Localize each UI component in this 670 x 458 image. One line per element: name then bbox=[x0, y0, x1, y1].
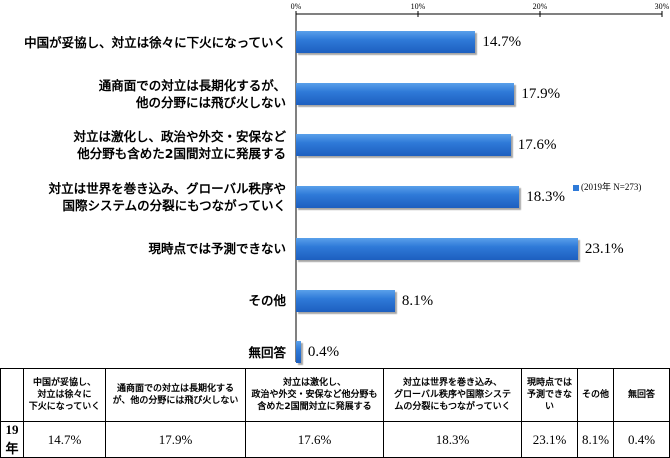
table-cell: 0.4% bbox=[613, 421, 670, 458]
table-cell: 17.9% bbox=[105, 421, 246, 458]
table-header-cell: 通商面での対立は長期化する が、他の分野には飛び火しない bbox=[105, 368, 246, 422]
x-tick-label: 30% bbox=[654, 2, 670, 11]
table-year-cell: 19年 bbox=[0, 421, 24, 458]
table-header-cell: 対立は激化し、 政治や外交・安保など他分野も 含めた2国間対立に発展する bbox=[245, 368, 384, 422]
category-label: 中国が妥協し、対立は徐々に下火になっていく bbox=[24, 34, 286, 50]
bar bbox=[296, 289, 395, 312]
bar bbox=[296, 134, 511, 157]
bar bbox=[296, 186, 520, 209]
data-label: 8.1% bbox=[401, 292, 434, 309]
legend-label: (2019年 N=273) bbox=[581, 182, 642, 192]
data-label: 17.9% bbox=[521, 85, 561, 102]
table-header-cell: その他 bbox=[577, 368, 614, 422]
table-cell: 14.7% bbox=[23, 421, 106, 458]
data-label: 23.1% bbox=[584, 240, 624, 257]
category-label: その他 bbox=[248, 293, 286, 308]
table-header-cell: 無回答 bbox=[613, 368, 670, 422]
data-label: 17.6% bbox=[517, 137, 557, 154]
data-label: 0.4% bbox=[307, 344, 340, 361]
chart-legend: (2019年 N=273) bbox=[573, 180, 641, 193]
data-table: 中国が妥協し、 対立は徐々に 下火になっていく 通商面での対立は長期化する が、… bbox=[0, 368, 670, 458]
category-label: 通商面での対立は長期化するが、 他の分野には飛び火しない bbox=[98, 77, 286, 110]
bar bbox=[296, 31, 476, 53]
data-label: 18.3% bbox=[526, 189, 565, 206]
category-label: 無回答 bbox=[248, 344, 286, 360]
x-tick-label: 20% bbox=[532, 2, 548, 11]
table-header-row: 中国が妥協し、 対立は徐々に 下火になっていく 通商面での対立は長期化する が、… bbox=[0, 368, 670, 422]
category-label: 対立は激化し、政治や外交・安保など 他分野も含めた2国間対立に発展する bbox=[73, 129, 286, 162]
legend-swatch bbox=[573, 184, 579, 191]
category-label: 現時点では予測できない bbox=[148, 241, 286, 257]
category-label: 対立は世界を巻き込み、グローバル秩序や 国際システムの分裂にもつながっていく bbox=[48, 181, 286, 214]
table-header-cell: 現時点では 予測できな い bbox=[521, 368, 578, 422]
table-header-cell bbox=[0, 368, 24, 422]
table-header-cell: 対立は世界を巻き込み、 グローバル秩序や国際システ ムの分裂にもつながっていく bbox=[383, 368, 522, 422]
table-header-cell: 中国が妥協し、 対立は徐々に 下火になっていく bbox=[23, 368, 106, 422]
table-cell: 17.6% bbox=[245, 421, 384, 458]
table-row: 19年 14.7% 17.9% 17.6% 18.3% 23.1% 8.1% 0… bbox=[0, 421, 670, 458]
table-cell: 8.1% bbox=[577, 421, 614, 458]
bar bbox=[296, 237, 578, 260]
x-tick-label: 10% bbox=[410, 2, 426, 11]
bar bbox=[296, 82, 515, 105]
x-tick-label: 0% bbox=[290, 2, 302, 11]
table-cell: 23.1% bbox=[521, 421, 578, 458]
table-cell: 18.3% bbox=[383, 421, 522, 458]
bar bbox=[296, 341, 301, 364]
data-label: 14.7% bbox=[482, 34, 522, 50]
